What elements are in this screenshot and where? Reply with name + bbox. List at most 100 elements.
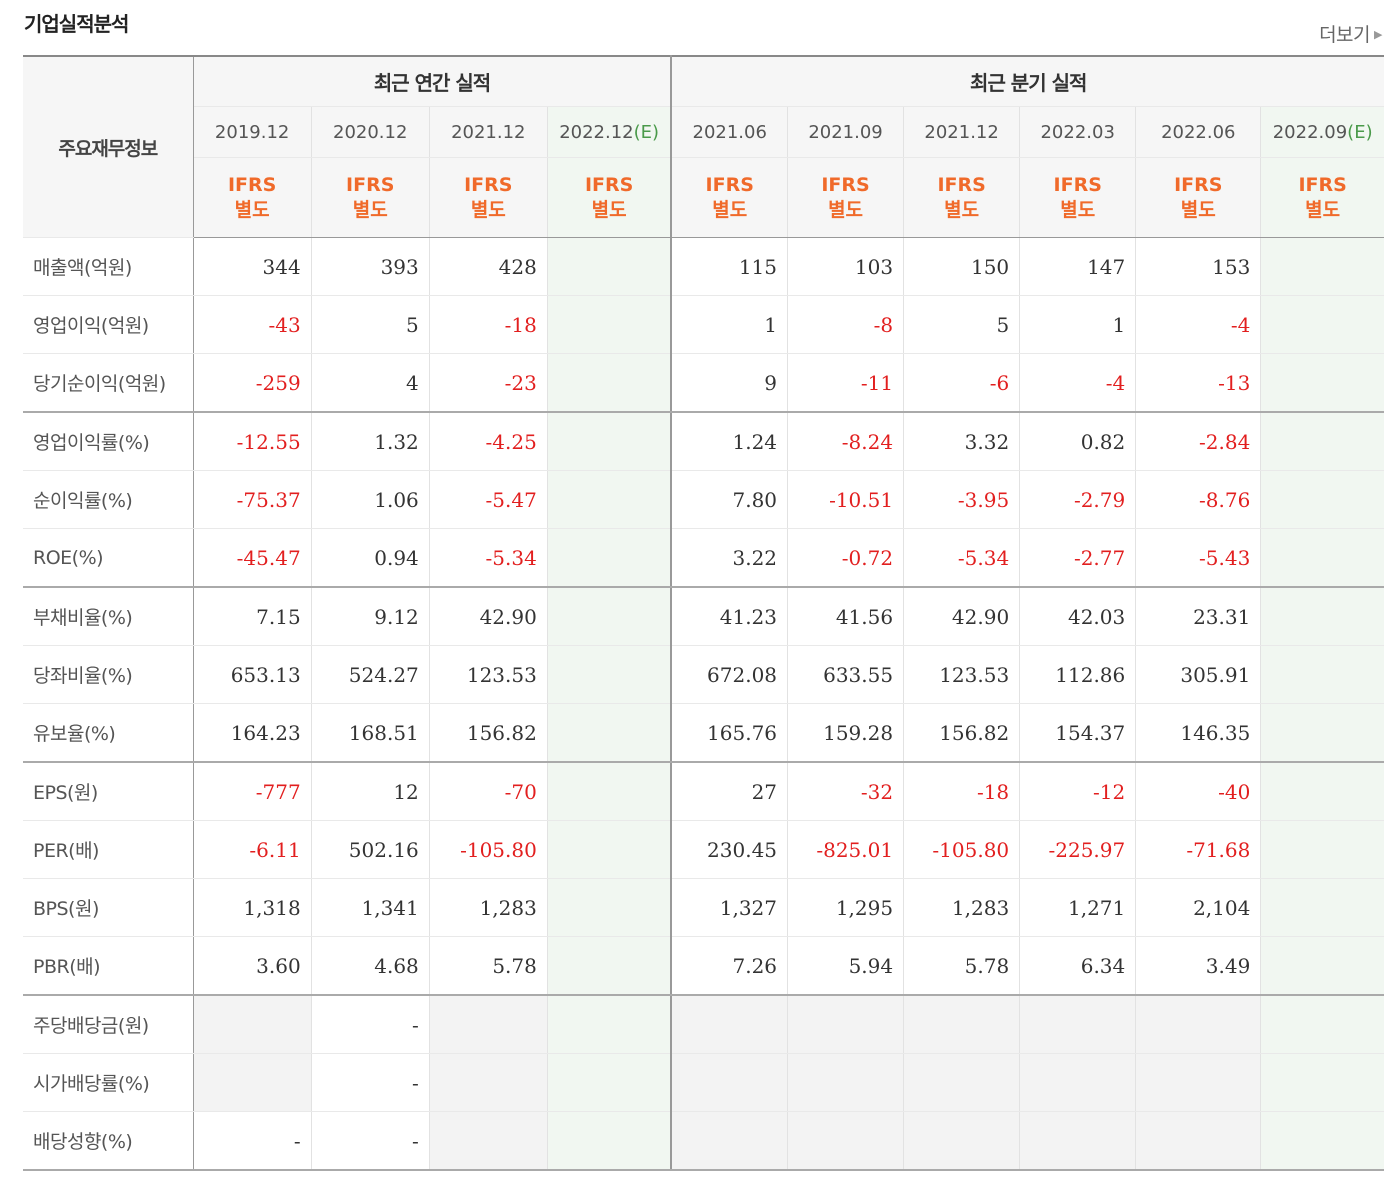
table-cell: -43 (192, 295, 312, 354)
table-cell: 41.23 (670, 587, 788, 646)
table-cell (1019, 1111, 1136, 1171)
table-cell (670, 1053, 788, 1112)
table-row: EPS(원) -777 12 -70 27 -32 -18 -12 -40 (23, 762, 1384, 821)
accounting-standard-cell: IFRS 별도 (1260, 157, 1384, 238)
period-header: 2021.09 (787, 106, 904, 158)
table-cell: 164.23 (192, 703, 312, 763)
table-cell (1260, 1053, 1384, 1112)
table-row: 시가배당률(%) - (23, 1053, 1384, 1112)
table-row: 유보율(%) 164.23 168.51 156.82 165.76 159.28 156.… (23, 703, 1384, 763)
table-cell: 147 (1019, 237, 1136, 296)
row-header-label-cell: 주요재무정보 (23, 55, 194, 238)
table-cell: -5.34 (903, 528, 1020, 588)
period-header: 2021.12 (428, 106, 548, 158)
table-cell: 154.37 (1019, 703, 1136, 763)
table-cell: 5.78 (428, 936, 548, 996)
period-label: 2022.12 (559, 121, 634, 143)
table-cell (1260, 412, 1384, 471)
table-cell: 1,341 (310, 878, 430, 937)
standard-label: IFRS (227, 173, 277, 196)
table-cell: 3.32 (903, 412, 1020, 471)
row-label: 주당배당금(원) (23, 995, 194, 1054)
row-label: ROE(%) (23, 528, 194, 588)
table-cell (546, 528, 672, 588)
table-row: ROE(%) -45.47 0.94 -5.34 3.22 -0.72 -5.34 -2.77… (23, 528, 1384, 588)
row-header-label: 주요재무정보 (58, 137, 158, 160)
standard-label: IFRS (1053, 173, 1102, 196)
table-cell: 0.94 (310, 528, 430, 588)
row-label: 배당성향(%) (23, 1111, 194, 1171)
table-cell: 2,104 (1135, 878, 1261, 937)
table-cell: -105.80 (903, 820, 1020, 879)
row-label: 시가배당률(%) (23, 1053, 194, 1112)
table-cell (546, 936, 672, 996)
table-cell: 1,318 (192, 878, 312, 937)
table-cell (1019, 1053, 1136, 1112)
statement-type-label: 별도 (1180, 198, 1216, 221)
period-header: 2021.12 (903, 106, 1020, 158)
table-cell (1260, 1111, 1384, 1171)
table-cell: 672.08 (670, 645, 788, 704)
period-label: 2020.12 (333, 121, 408, 143)
row-label: BPS(원) (23, 878, 194, 937)
period-header: 2020.12 (310, 106, 430, 158)
row-label: 영업이익(억원) (23, 295, 194, 354)
table-cell: 1.32 (310, 412, 430, 471)
table-cell: - (310, 1111, 430, 1171)
period-label: 2019.12 (214, 121, 290, 143)
row-label: 부채비율(%) (23, 587, 194, 646)
period-label: 2021.09 (808, 121, 883, 143)
table-cell: 3.60 (192, 936, 312, 996)
table-cell: 150 (903, 237, 1020, 296)
table-cell (1260, 762, 1384, 821)
table-cell: -777 (192, 762, 312, 821)
table-cell (1260, 703, 1384, 763)
table-cell: 0.82 (1019, 412, 1136, 471)
table-cell: 27 (670, 762, 788, 821)
row-label: PER(배) (23, 820, 194, 879)
table-cell: 112.86 (1019, 645, 1136, 704)
period-header: 2021.06 (670, 106, 788, 158)
table-cell: 9 (670, 353, 788, 413)
table-row: 주당배당금(원) - (23, 995, 1384, 1054)
row-label: 순이익률(%) (23, 470, 194, 529)
statement-type-label: 별도 (944, 198, 980, 221)
accounting-standard-cell: IFRS 별도 (787, 157, 904, 238)
table-cell: -12 (1019, 762, 1136, 821)
table-cell: -12.55 (192, 412, 312, 471)
table-cell (546, 295, 672, 354)
table-cell: 42.90 (903, 587, 1020, 646)
period-header: 2019.12 (192, 106, 312, 158)
table-cell (428, 995, 548, 1054)
table-cell (546, 645, 672, 704)
row-label: PBR(배) (23, 936, 194, 996)
table-cell: 9.12 (310, 587, 430, 646)
table-cell: -825.01 (787, 820, 904, 879)
table-row: BPS(원) 1,318 1,341 1,283 1,327 1,295 1,283 1,27… (23, 878, 1384, 937)
table-cell (1260, 587, 1384, 646)
table-cell (1019, 995, 1136, 1054)
table-row: 매출액(억원) 344 393 428 115 103 150 147 153 (23, 237, 1384, 296)
table-cell: 103 (787, 237, 904, 296)
table-cell: 1,283 (428, 878, 548, 937)
row-label: 당기순이익(억원) (23, 353, 194, 413)
table-cell (670, 1111, 788, 1171)
table-cell: 653.13 (192, 645, 312, 704)
table-cell: 393 (310, 237, 430, 296)
table-cell (1260, 995, 1384, 1054)
more-link[interactable]: 더보기 ▶ (1319, 20, 1382, 47)
table-cell (546, 412, 672, 471)
table-cell: 4 (310, 353, 430, 413)
table-cell (670, 995, 788, 1054)
row-label: 당좌비율(%) (23, 645, 194, 704)
table-row: PBR(배) 3.60 4.68 5.78 7.26 5.94 5.78 6.34 3.49 (23, 936, 1384, 996)
table-cell (546, 820, 672, 879)
statement-type-label: 별도 (712, 198, 748, 221)
table-cell: 41.56 (787, 587, 904, 646)
standard-label: IFRS (821, 173, 870, 196)
table-cell: 115 (670, 237, 788, 296)
period-header: 2022.03 (1019, 106, 1136, 158)
table-cell (903, 1111, 1020, 1171)
table-cell (1135, 1053, 1261, 1112)
table-cell (546, 470, 672, 529)
